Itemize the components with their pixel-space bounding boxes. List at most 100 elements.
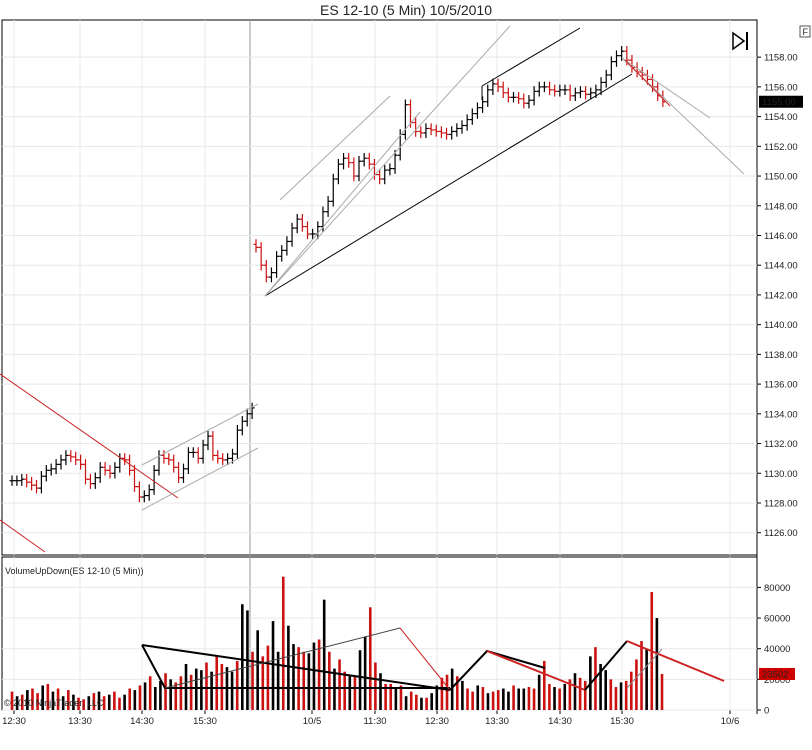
price-bar [166,453,172,466]
volume-bar [409,691,413,710]
zigzag-line[interactable] [399,627,451,691]
price-tick-label: 1148.00 [764,201,798,212]
price-tick-label: 1132.00 [764,439,798,450]
x-tick-label: 12:30 [2,716,26,727]
price-bar [29,476,35,491]
x-tick-label: 13:30 [68,716,92,727]
volume-bar [97,691,101,710]
price-bar [268,267,274,283]
price-bar [171,454,177,473]
volume-bar [230,671,234,710]
price-tick-label: 1130.00 [764,469,798,480]
volume-bar [292,644,295,710]
volume-bar [210,671,213,710]
price-bar [43,465,49,482]
price-bar [24,474,30,488]
price-bar [485,84,491,107]
channel-line[interactable] [141,447,259,511]
chart-title: ES 12-10 (5 Min) 10/5/2010 [320,2,492,18]
price-bar [234,424,240,460]
price-bar [608,56,614,81]
price-bar [141,490,147,503]
price-bar [78,454,84,470]
trend-line[interactable] [624,59,671,107]
price-bar [63,450,69,466]
price-bar [449,126,455,140]
volume-bar [72,694,75,710]
volume-bar [599,664,602,710]
volume-bar [399,685,403,710]
price-bar [469,108,475,125]
volume-bar [82,699,85,710]
volume-bar [507,691,510,710]
volume-bar [374,662,377,710]
price-bar [516,92,522,104]
price-bar [102,462,108,476]
price-bar [480,96,486,113]
price-tick-label: 1150.00 [764,172,798,183]
trend-line[interactable] [0,519,46,553]
volume-bar [435,685,439,710]
f-icon[interactable]: F [799,25,811,38]
price-bar [567,84,573,101]
channel-line[interactable] [264,111,421,297]
zigzag-line[interactable] [584,640,628,691]
price-bar [34,479,39,494]
f-icon-box [799,25,811,38]
volume-bar [281,576,285,710]
volume-bar [20,694,24,710]
volume-bar [297,647,300,710]
zigzag-line[interactable] [626,640,725,682]
price-tick-label: 1126.00 [764,528,798,539]
price-bar [346,153,352,168]
price-tick-label: 1142.00 [764,290,798,301]
volume-tick-label: 60000 [764,614,790,625]
volume-bar [343,671,346,710]
zigzag-line[interactable] [626,648,663,689]
volume-bar [624,680,628,710]
volume-bar [338,659,341,710]
indicator-label: VolumeUpDown(ES 12-10 (5 Min)) [5,566,144,576]
price-bar [215,450,221,464]
price-bar [284,236,290,256]
price-bar [73,451,79,466]
channel-line[interactable] [481,27,581,87]
price-bar [351,157,357,182]
trend-line[interactable] [264,73,633,297]
volume-bar [46,683,50,710]
last-volume-label: 23502 [762,669,788,680]
price-bar [423,123,429,139]
price-bar [190,447,196,458]
play-to-end-icon[interactable] [732,31,748,51]
volume-bar [143,682,147,710]
x-tick-label: 13:30 [485,716,509,727]
channel-line[interactable] [141,403,259,466]
volume-bar [61,696,65,710]
price-bar [552,84,558,97]
zigzag-line[interactable] [164,627,401,689]
volume-bar [261,656,265,710]
price-bar [161,450,167,464]
volume-bar [660,673,664,710]
volume-bar [645,648,648,710]
channel-line[interactable] [279,95,391,201]
price-bar [244,408,250,427]
volume-bar [542,660,546,710]
volume-bar [502,688,505,710]
volume-bar [568,679,572,710]
channel-line[interactable] [264,25,511,297]
volume-bar [56,688,60,710]
volume-bar [573,673,577,710]
x-tick-label: 15:30 [610,716,634,727]
trend-line[interactable] [0,373,179,499]
volume-bar [532,688,536,710]
volume-bar [425,697,428,710]
price-bar [294,213,300,234]
zigzag-line[interactable] [486,650,586,691]
price-bar [562,84,568,96]
channel-line[interactable] [621,57,711,119]
zigzag-line[interactable] [141,644,451,691]
price-bar [325,196,331,217]
volume-bar [200,670,203,710]
